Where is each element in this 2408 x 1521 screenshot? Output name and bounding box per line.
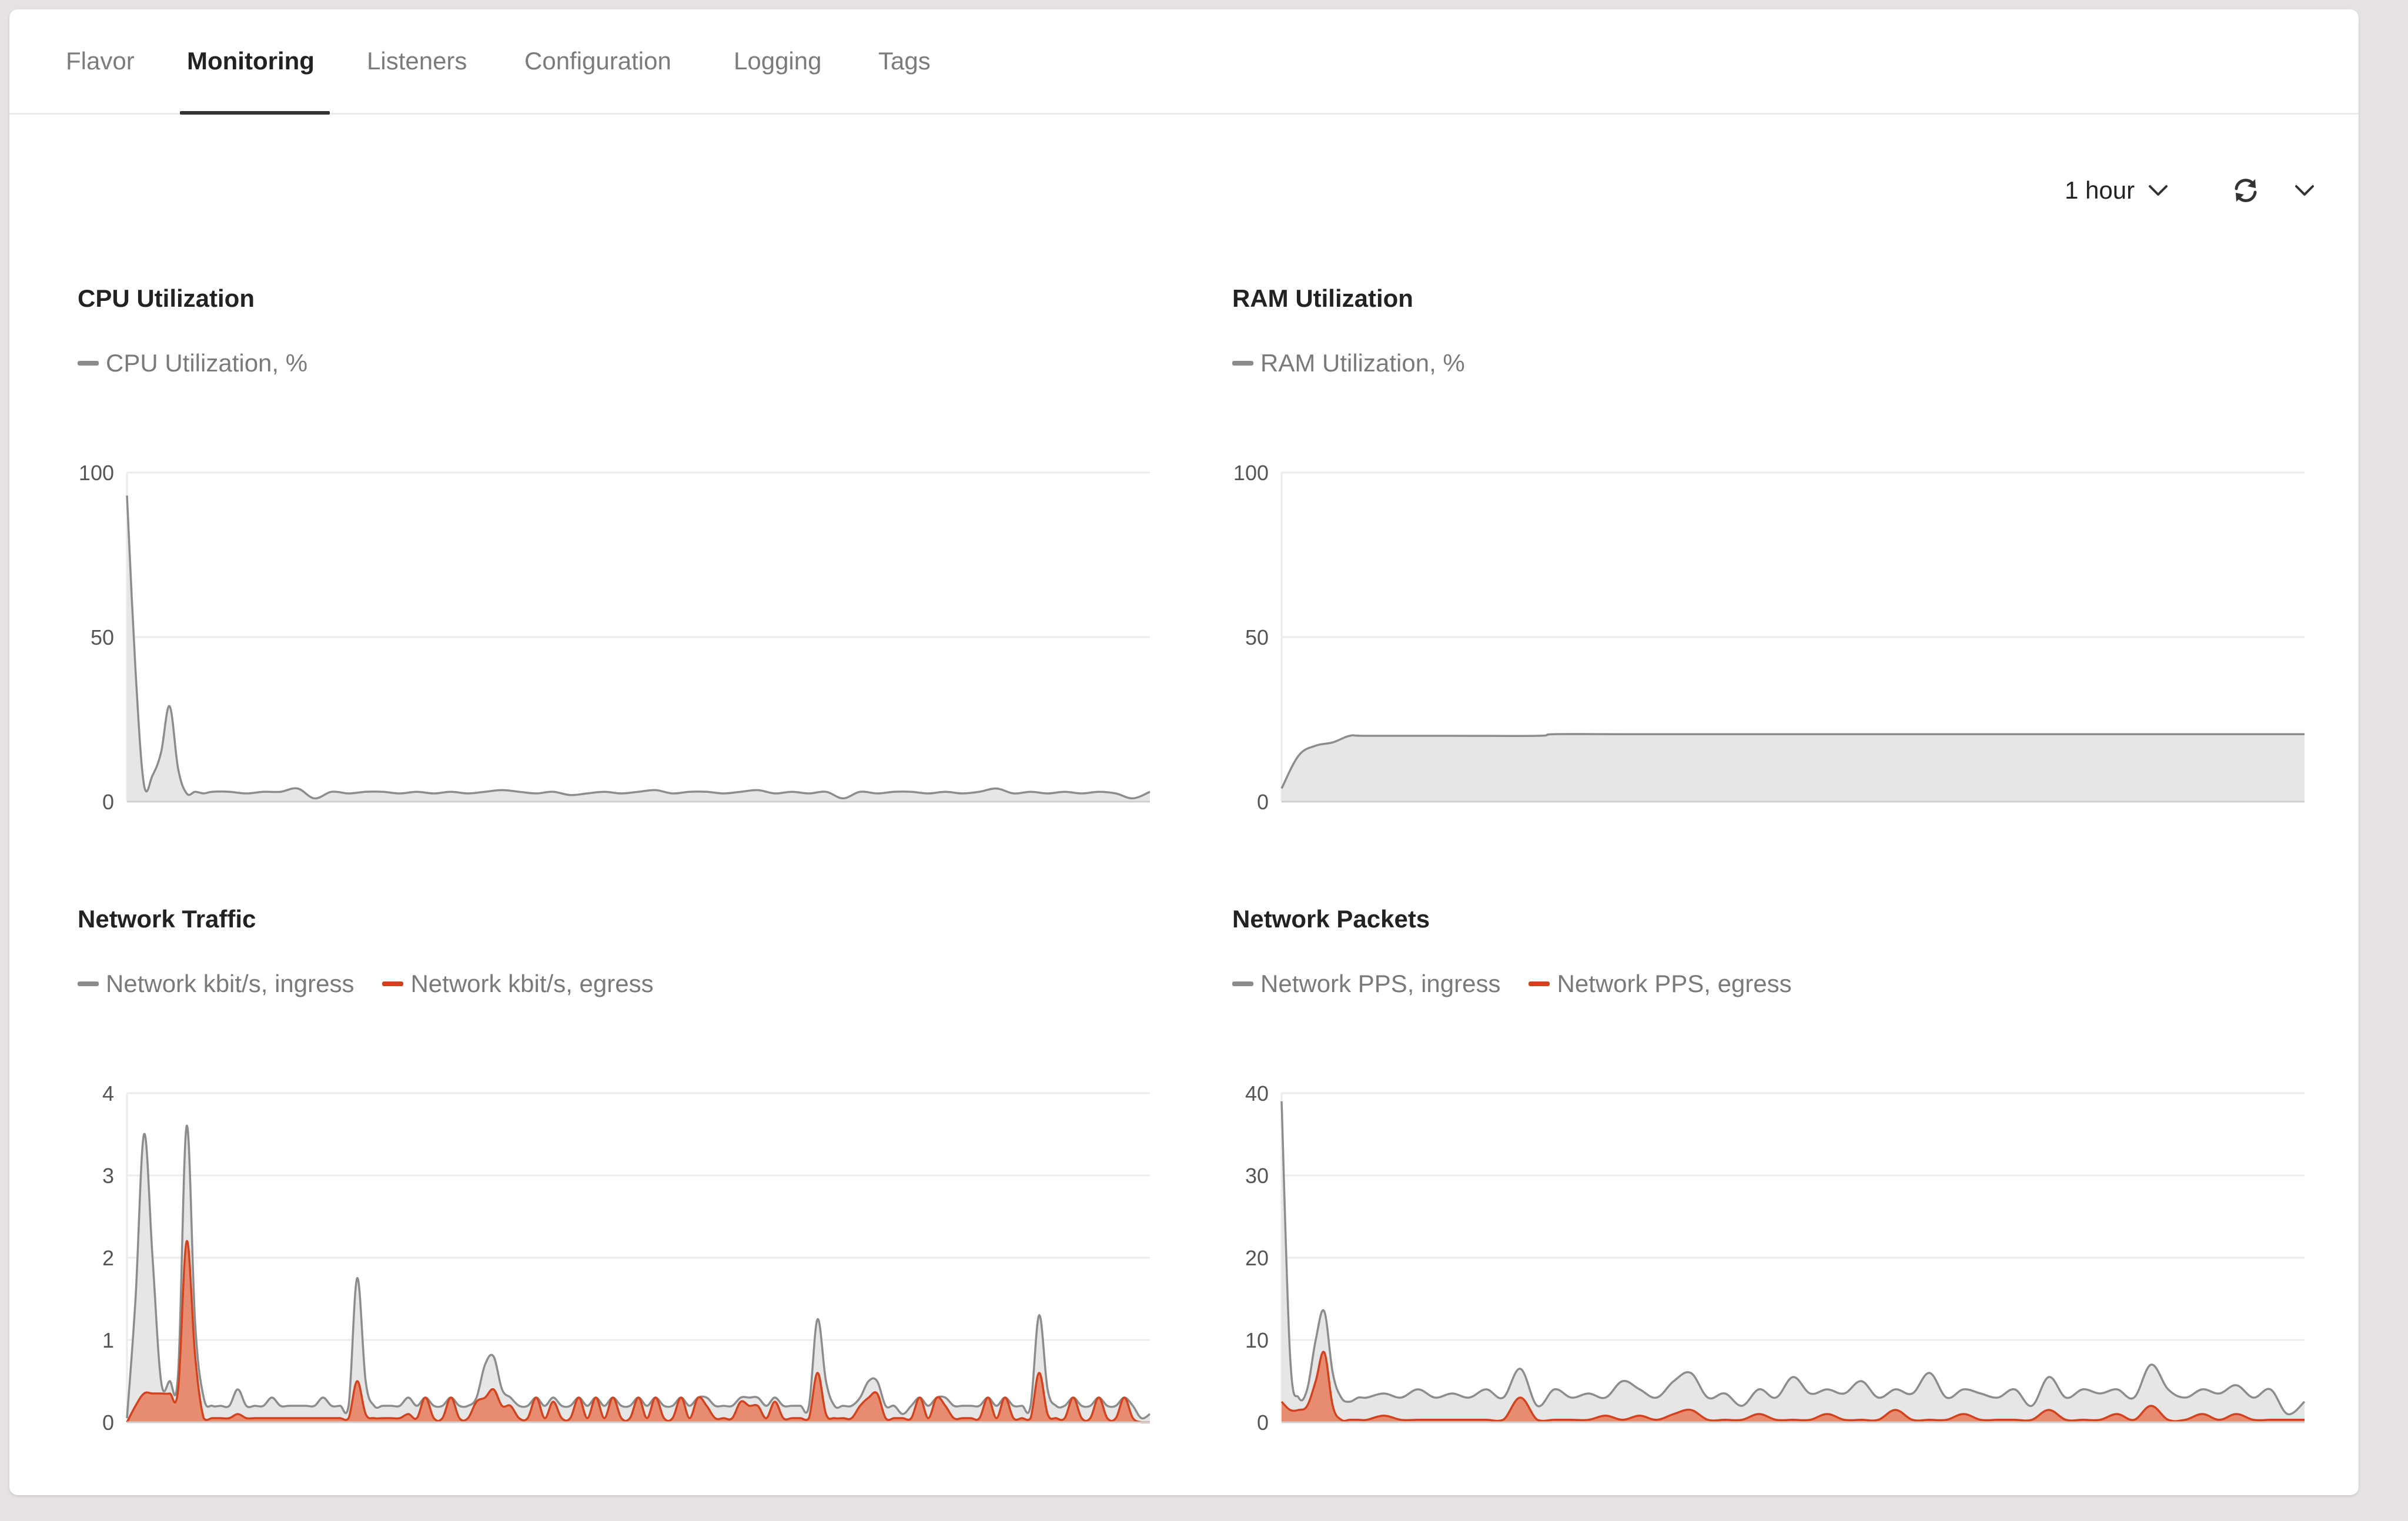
chart-title: Network Traffic (78, 905, 256, 933)
time-range-value: 1 hour (2065, 176, 2135, 204)
y-tick-label: 50 (1245, 625, 1269, 649)
tab-label: Flavor (66, 47, 135, 75)
y-tick-label: 0 (1257, 1411, 1269, 1435)
tab-flavor[interactable]: Flavor (66, 9, 135, 113)
chart-legend: Network kbit/s, ingress Network kbit/s, … (78, 970, 682, 998)
network-packets-plot: 0 10 20 30 40 (1245, 1081, 2306, 1435)
time-range-dropdown[interactable]: 1 hour (2065, 174, 2170, 207)
y-tick-label: 100 (1233, 461, 1269, 485)
chart-title: CPU Utilization (78, 284, 255, 312)
load-balancer-detail-panel: Flavor Monitoring Listeners Configuratio… (9, 9, 2359, 1495)
legend-label: Network kbit/s, egress (410, 970, 654, 997)
tab-bar: Flavor Monitoring Listeners Configuratio… (9, 9, 2359, 115)
chart-legend: CPU Utilization, % (78, 349, 336, 377)
series-line (126, 495, 1151, 800)
tab-listeners[interactable]: Listeners (367, 9, 467, 113)
legend-label: CPU Utilization, % (106, 349, 308, 377)
active-tab-indicator (180, 111, 330, 115)
y-tick-label: 0 (1257, 790, 1269, 814)
y-tick-label: 2 (102, 1246, 114, 1270)
ram-utilization-plot: 0 50 100 (1233, 461, 2305, 814)
y-tick-label: 30 (1245, 1164, 1269, 1188)
series-area (1282, 733, 2305, 802)
series-line (126, 1125, 1151, 1420)
series-line (1280, 1351, 2305, 1422)
chart-legend: Network PPS, ingress Network PPS, egress (1232, 970, 1820, 998)
tab-label: Configuration (524, 47, 671, 75)
refresh-button[interactable] (2232, 174, 2260, 207)
y-tick-label: 4 (102, 1081, 114, 1105)
tab-label: Monitoring (187, 47, 315, 75)
y-tick-label: 10 (1245, 1328, 1269, 1352)
tab-label: Listeners (367, 47, 467, 75)
chart-title: Network Packets (1232, 905, 1430, 933)
legend-swatch (1232, 981, 1253, 986)
series-area (127, 1241, 1150, 1422)
y-tick-label: 3 (102, 1164, 114, 1188)
y-tick-label: 0 (102, 790, 114, 814)
legend-label: Network PPS, ingress (1260, 970, 1501, 997)
y-tick-label: 20 (1245, 1246, 1269, 1270)
tab-monitoring[interactable]: Monitoring (180, 9, 330, 115)
network-traffic-plot: 0 1 2 3 4 (102, 1081, 1151, 1435)
tab-configuration[interactable]: Configuration (524, 9, 671, 113)
y-tick-label: 40 (1245, 1081, 1269, 1105)
chart-title: RAM Utilization (1232, 284, 1413, 312)
y-tick-label: 1 (102, 1328, 114, 1352)
legend-swatch (382, 981, 404, 986)
legend-swatch (1529, 981, 1550, 986)
tab-tags[interactable]: Tags (878, 9, 931, 113)
series-area (127, 495, 1150, 802)
legend-label: Network PPS, egress (1557, 970, 1792, 997)
tab-label: Logging (734, 47, 822, 75)
legend-label: RAM Utilization, % (1260, 349, 1465, 377)
legend-item[interactable]: Network PPS, ingress (1232, 970, 1500, 998)
series-line (1280, 733, 2305, 789)
series-area (1282, 1101, 2305, 1422)
legend-item[interactable]: Network PPS, egress (1529, 970, 1792, 998)
legend-swatch (78, 361, 99, 366)
chevron-down-icon (2149, 185, 2168, 196)
cpu-utilization-plot: 0 50 100 (79, 461, 1151, 814)
tab-label: Tags (878, 47, 931, 75)
legend-item[interactable]: RAM Utilization, % (1232, 349, 1465, 377)
legend-swatch (78, 981, 99, 986)
series-area (1282, 1352, 2305, 1422)
series-line (1280, 1101, 2306, 1416)
series-line (126, 1240, 1150, 1423)
series-area (127, 1125, 1150, 1422)
legend-item[interactable]: CPU Utilization, % (78, 349, 307, 377)
tab-logging[interactable]: Logging (734, 9, 821, 113)
legend-label: Network kbit/s, ingress (106, 970, 354, 997)
y-tick-label: 100 (79, 461, 114, 485)
legend-swatch (1232, 361, 1253, 366)
refresh-icon (2235, 179, 2257, 202)
refresh-interval-dropdown[interactable] (2293, 174, 2316, 207)
y-tick-label: 50 (91, 625, 114, 649)
legend-item[interactable]: Network kbit/s, ingress (78, 970, 354, 998)
y-tick-label: 0 (102, 1411, 114, 1435)
chevron-down-icon (2295, 185, 2314, 196)
chart-legend: RAM Utilization, % (1232, 349, 1493, 377)
legend-item[interactable]: Network kbit/s, egress (382, 970, 654, 998)
